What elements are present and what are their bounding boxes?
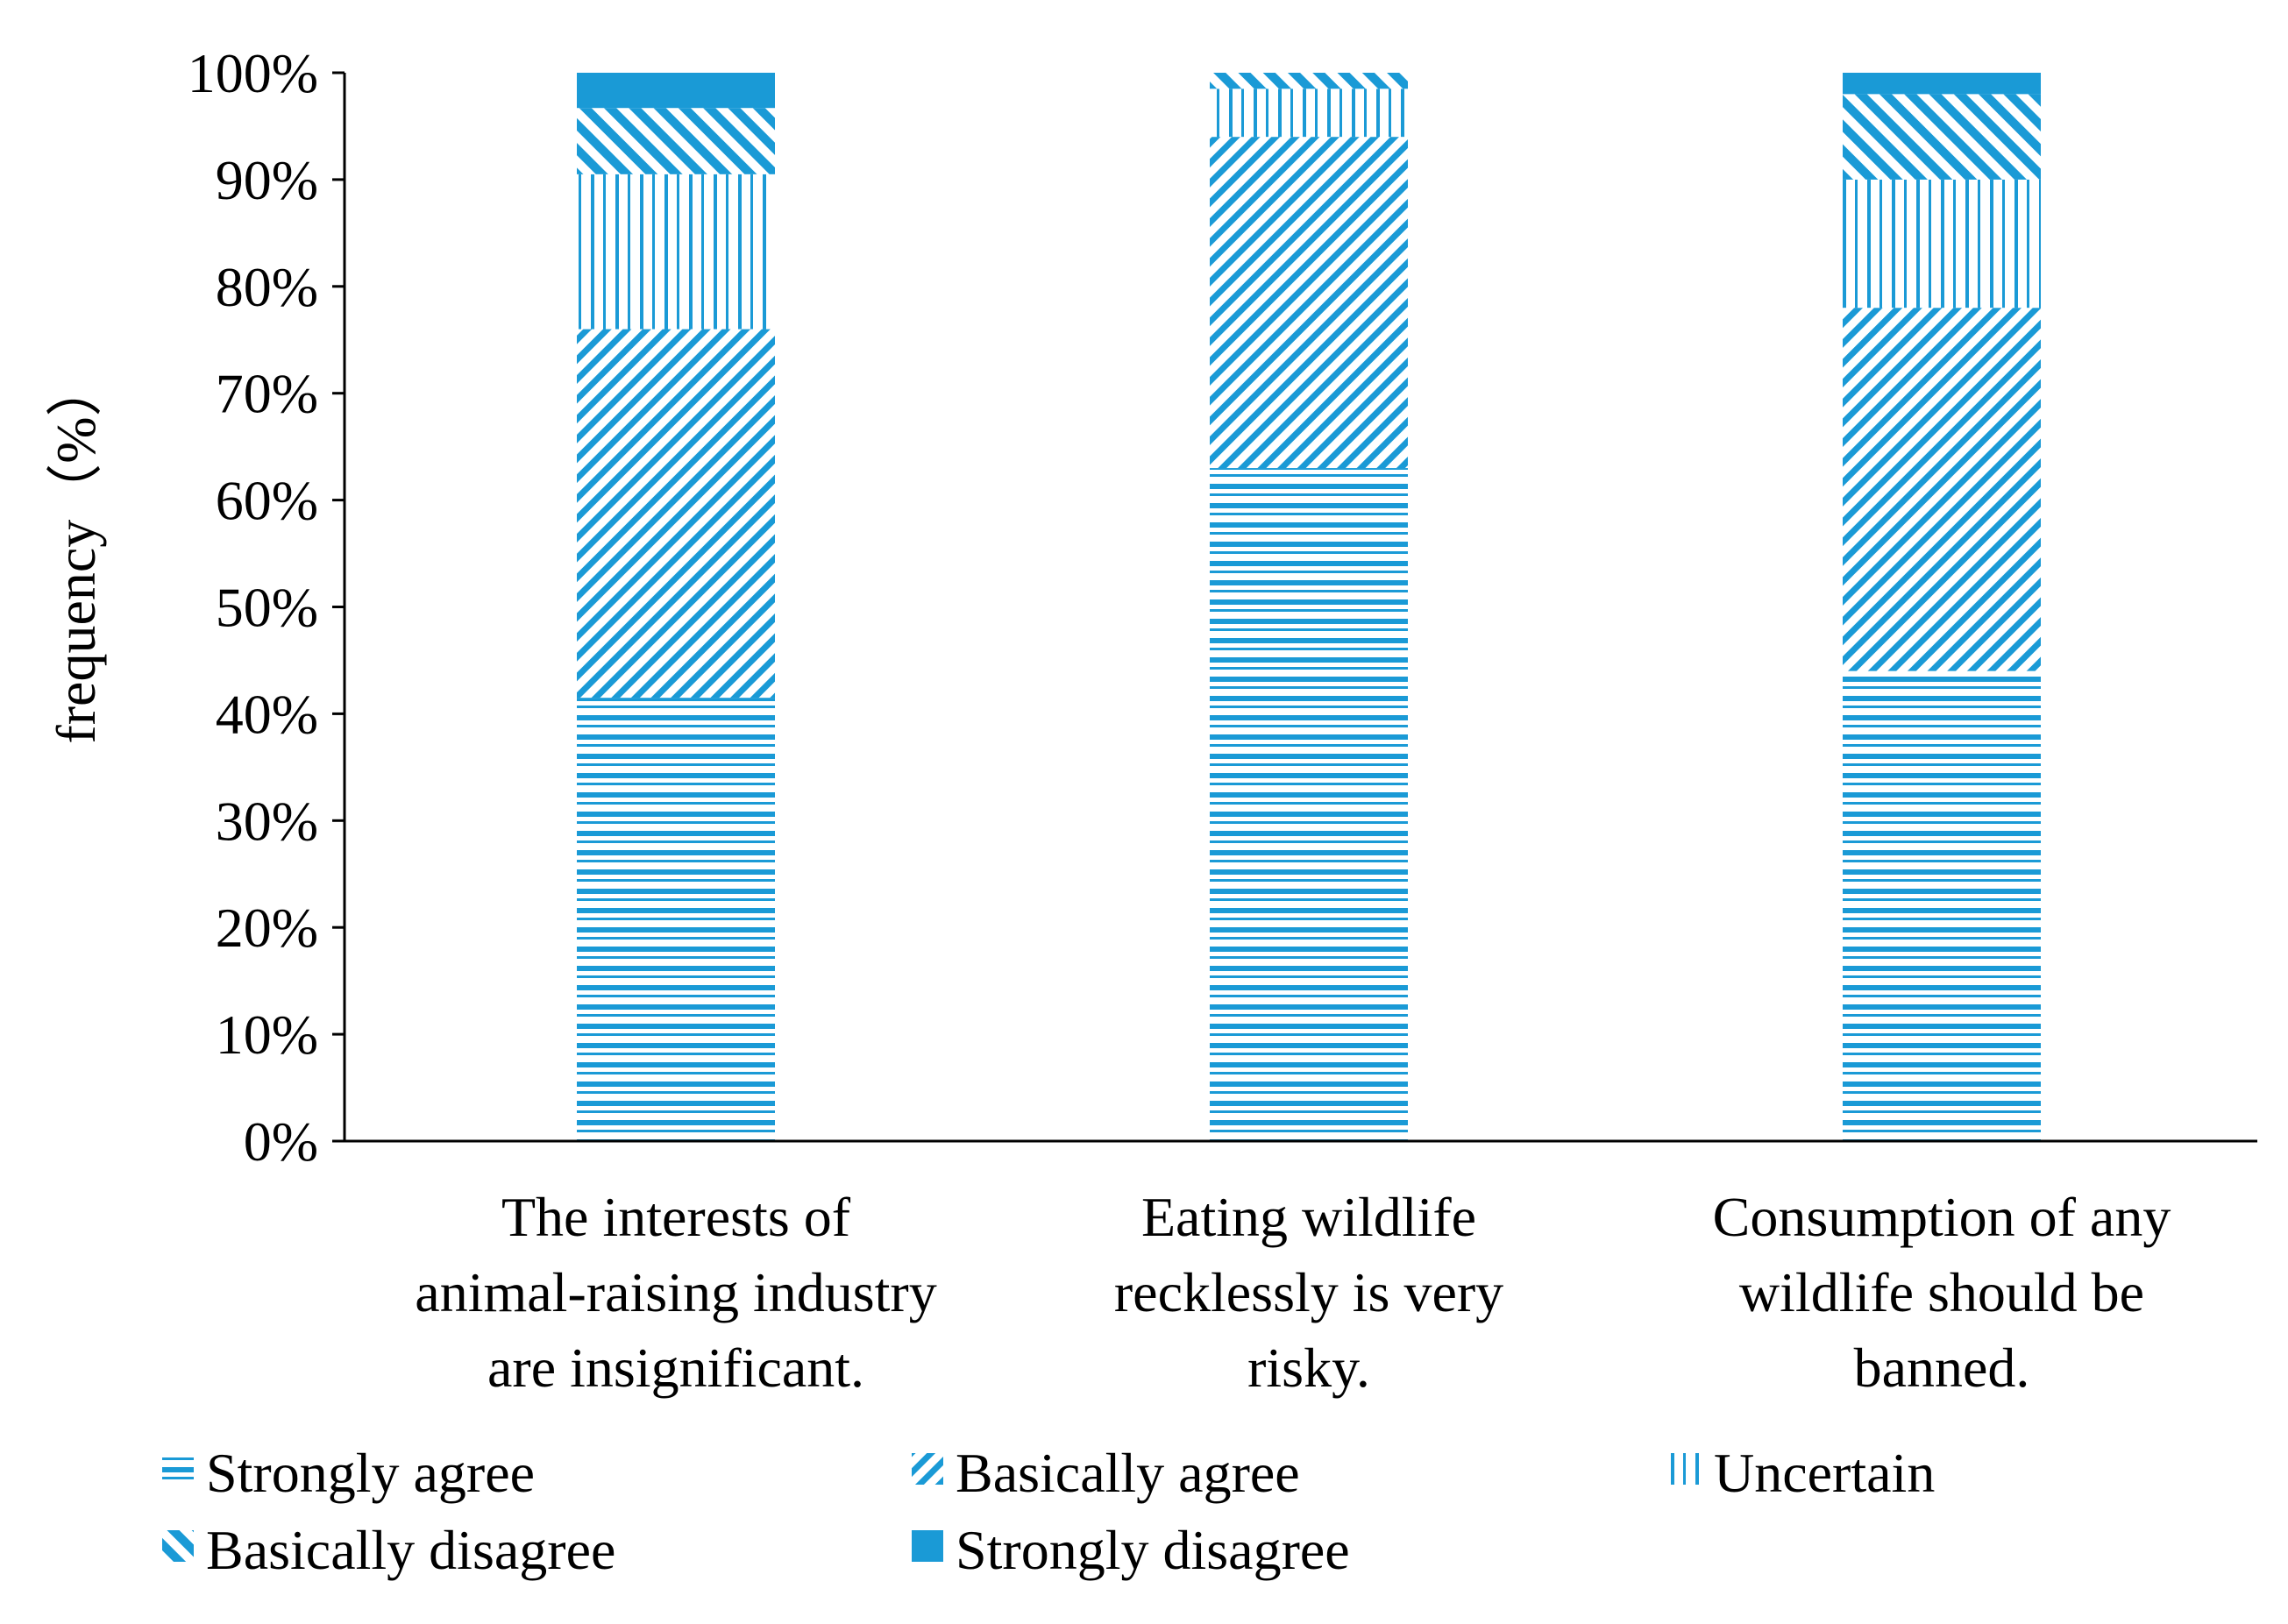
bar-segment-strongly-disagree: [577, 73, 775, 109]
y-tick-label: 70%: [216, 363, 318, 425]
bar-segment-basically-agree: [1843, 308, 2041, 671]
bar-segment-strongly-disagree: [1843, 73, 2041, 95]
category-label: are insignificant.: [487, 1337, 864, 1399]
legend-swatch: [1670, 1453, 1702, 1485]
y-tick-label: 60%: [216, 470, 318, 532]
y-tick-label: 80%: [216, 256, 318, 318]
category-label: risky.: [1247, 1337, 1370, 1399]
legend-label: Uncertain: [1714, 1442, 1935, 1504]
y-tick-label: 0%: [244, 1110, 318, 1173]
category-label: wildlife should be: [1739, 1261, 2144, 1323]
legend-swatch: [912, 1530, 943, 1562]
category-label: Eating wildlife: [1141, 1186, 1476, 1248]
legend-item-strongly-disagree: Strongly disagree: [912, 1519, 1350, 1581]
bars-group: [577, 73, 2041, 1141]
legend-label: Strongly agree: [206, 1442, 535, 1504]
y-tick-label: 30%: [216, 790, 318, 852]
bar-segment-basically-disagree: [577, 108, 775, 174]
legend-label: Basically disagree: [206, 1519, 615, 1581]
legend-swatch: [912, 1453, 943, 1485]
bar-segment-strongly-agree: [577, 698, 775, 1141]
axes-group: [332, 71, 2257, 1143]
bar-segment-basically-disagree: [1210, 73, 1408, 89]
bar-segment-basically-agree: [1210, 137, 1408, 469]
bar-segment-basically-disagree: [1843, 94, 2041, 180]
bar-segment-strongly-agree: [1843, 670, 2041, 1141]
y-tick-label: 100%: [188, 42, 318, 104]
category-label: animal-raising industry: [415, 1261, 936, 1323]
legend-item-uncertain: Uncertain: [1670, 1442, 1935, 1504]
bar-segment-uncertain: [1843, 179, 2041, 308]
category-label: banned.: [1854, 1337, 2030, 1399]
category-label: recklessly is very: [1114, 1261, 1503, 1323]
y-tick-label: 10%: [216, 1003, 318, 1066]
legend-swatch: [162, 1530, 194, 1562]
category-label: The interests of: [501, 1186, 851, 1248]
category-label: Consumption of any: [1713, 1186, 2171, 1248]
bar-segment-uncertain: [577, 174, 775, 330]
y-axis-label: frequency（%）: [45, 360, 107, 743]
y-tick-label: 90%: [216, 149, 318, 211]
y-tick-label: 40%: [216, 683, 318, 745]
y-tick-label: 20%: [216, 897, 318, 959]
y-tick-label: 50%: [216, 577, 318, 639]
legend-item-basically-disagree: Basically disagree: [162, 1519, 615, 1581]
bar-segment-basically-agree: [577, 329, 775, 699]
legend-label: Basically agree: [956, 1442, 1300, 1504]
legend-item-basically-agree: Basically agree: [912, 1442, 1300, 1504]
legend: Strongly agree Basically agree Uncertain Ba…: [162, 1442, 1935, 1581]
y-tick-labels: 0% 10% 20% 30% 40% 50% 60% 70% 80% 90% 100%: [188, 42, 318, 1173]
bar-segment-uncertain: [1210, 89, 1408, 138]
bar-segment-strongly-agree: [1210, 468, 1408, 1141]
legend-label: Strongly disagree: [956, 1519, 1350, 1581]
legend-item-strongly-agree: Strongly agree: [162, 1442, 535, 1504]
legend-swatch: [162, 1453, 194, 1485]
category-labels: The interests of animal-raising industry a…: [415, 1186, 2171, 1399]
